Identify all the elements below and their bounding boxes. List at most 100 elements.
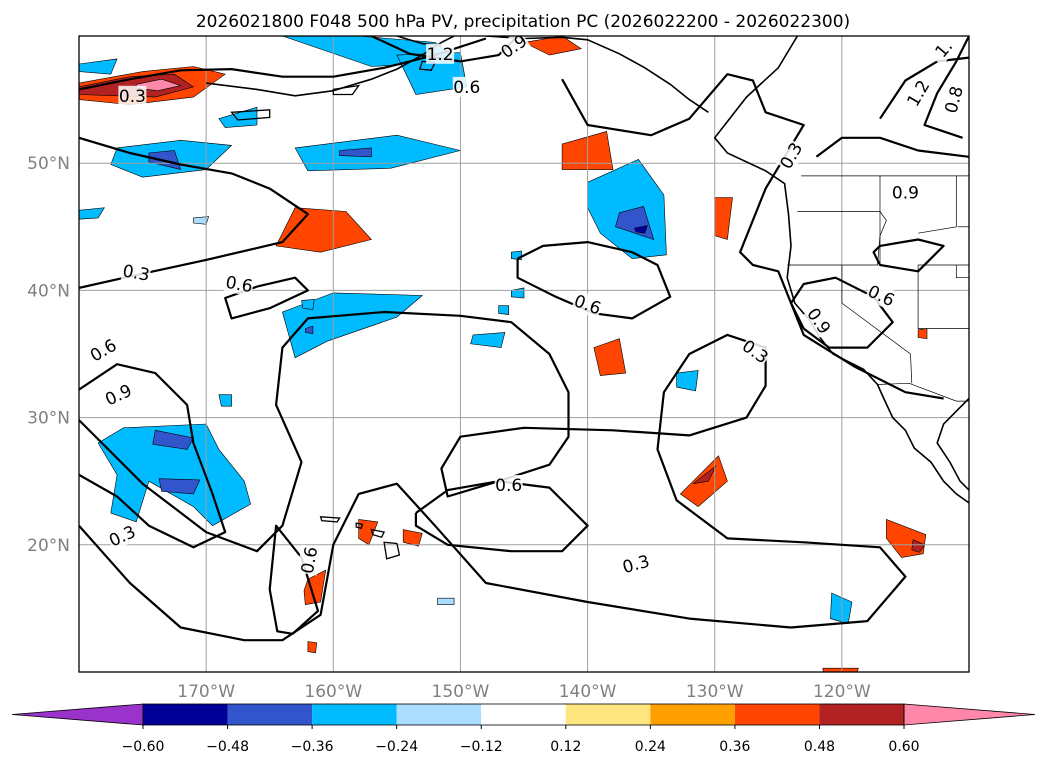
colorbar-segment-1 <box>227 704 313 725</box>
precip-region-29 <box>303 569 327 605</box>
lat-label-20: 20°N <box>27 536 70 556</box>
colorbar-tick-label-6: 0.24 <box>635 739 666 755</box>
contour-label-text: 0.3 <box>119 87 146 107</box>
contour-label-text: 0.6 <box>298 545 322 575</box>
colorbar-tick-label-3: −0.24 <box>375 739 418 755</box>
contour-label-text: 1.2 <box>427 45 454 65</box>
lon-label-130: 130°W <box>686 682 744 702</box>
contour-11 <box>815 136 969 158</box>
lat-label-50: 50°N <box>27 154 70 174</box>
map-frame <box>78 35 970 673</box>
map-background <box>79 36 969 672</box>
contour-label-bg <box>891 182 920 203</box>
colorbar-tick-label-5: 0.12 <box>550 739 581 755</box>
colorbar: −0.60 −0.48 −0.36 −0.24 −0.12 0.12 0.24 0.36 0.4… <box>11 703 1036 755</box>
contour-label-19: 0.3 <box>619 550 653 578</box>
latitude-labels: 20°N 30°N 40°N 50°N <box>27 154 70 556</box>
colorbar-segment-2 <box>312 704 397 725</box>
contour-label-18: 0.6 <box>494 475 523 496</box>
contour-label-bg <box>452 76 481 97</box>
lon-label-120: 120°W <box>813 682 871 702</box>
contour-6 <box>414 480 589 553</box>
precip-region-37 <box>676 370 699 392</box>
contour-label-bg <box>105 520 140 551</box>
contour-label-bg <box>571 290 605 319</box>
colorbar-segment-0 <box>143 704 228 725</box>
contour-label-1: 1.2 <box>426 43 455 65</box>
precip-region-12 <box>275 207 372 253</box>
lon-label-150: 150°W <box>432 682 490 702</box>
island-3 <box>383 541 401 560</box>
contour-label-bg <box>738 335 773 368</box>
coastline-4 <box>485 36 709 113</box>
colorbar-tick-label-0: −0.60 <box>122 739 165 755</box>
precip-region-17 <box>634 225 648 234</box>
longitude-labels: 170°W 160°W 150°W 140°W 130°W 120°W <box>177 682 871 702</box>
lon-label-140: 140°W <box>559 682 617 702</box>
contour-label-0: 0.3 <box>118 85 147 107</box>
precip-region-21 <box>593 338 627 376</box>
contour-2 <box>224 276 309 320</box>
chart-title: 2026021800 F048 500 hPa PV, precipitatio… <box>196 12 850 32</box>
colorbar-segment-3 <box>396 704 482 725</box>
colorbar-segment-8 <box>819 704 904 725</box>
contour-label-bg <box>120 260 152 285</box>
contour-label-text: 0.9 <box>892 184 919 204</box>
contour-label-text: 0.6 <box>495 476 522 496</box>
island-5 <box>332 84 361 96</box>
contour-label-bg <box>864 280 899 311</box>
precip-region-24 <box>158 478 201 495</box>
contour-4 <box>79 363 227 549</box>
contour-3 <box>79 310 907 642</box>
colorbar-tick-label-2: −0.36 <box>291 739 334 755</box>
precip-region-4 <box>79 207 105 220</box>
precip-region-36 <box>470 332 506 348</box>
contour-label-9: 0.3 <box>120 260 152 286</box>
contour-label-bg <box>619 550 653 578</box>
contour-label-bg <box>86 334 121 366</box>
contour-label-bg <box>926 31 961 66</box>
precip-region-35 <box>498 305 510 315</box>
contour-label-8: 0.9 <box>891 182 920 204</box>
border-6 <box>918 175 957 234</box>
colorbar-extend-high <box>903 703 1036 726</box>
precip-region-23 <box>152 429 194 450</box>
precip-region-43 <box>822 667 859 672</box>
contour-7 <box>268 524 320 635</box>
lat-label-30: 30°N <box>27 409 70 429</box>
lat-label-40: 40°N <box>27 281 70 301</box>
precip-region-5 <box>294 134 461 172</box>
colorbar-segment-5 <box>565 704 651 725</box>
precip-region-31 <box>402 529 423 547</box>
border-4 <box>877 382 969 402</box>
island-2 <box>370 528 386 538</box>
contour-label-bg <box>802 303 836 339</box>
colorbar-segment-7 <box>734 704 820 725</box>
precip-region-44 <box>437 597 455 605</box>
precip-region-7 <box>339 147 372 158</box>
island-4 <box>230 109 271 121</box>
precip-region-28 <box>911 539 925 553</box>
contour-label-bg <box>223 271 255 297</box>
lon-label-170: 170°W <box>177 682 235 702</box>
colorbar-extend-low <box>11 703 144 726</box>
contour-13 <box>923 36 969 139</box>
contour-label-text: 0.6 <box>453 78 480 98</box>
contour-5 <box>516 241 672 320</box>
contour-label-bg <box>101 379 136 410</box>
contour-1 <box>79 37 487 91</box>
contour-label-bg <box>426 43 455 64</box>
precip-region-22 <box>97 423 251 527</box>
colorbar-segment-6 <box>650 704 735 725</box>
border-3 <box>841 265 911 355</box>
colorbar-tick-label-4: −0.12 <box>460 739 503 755</box>
contour-label-text: 0.6 <box>224 273 254 297</box>
contour-label-10: 0.6 <box>223 271 255 297</box>
border-5 <box>910 353 913 384</box>
precip-region-39 <box>301 298 315 310</box>
colorbar-tick-label-8: 0.48 <box>804 739 835 755</box>
contour-label-bg <box>296 544 322 576</box>
precip-region-26 <box>692 465 717 484</box>
precip-region-10 <box>79 58 118 75</box>
